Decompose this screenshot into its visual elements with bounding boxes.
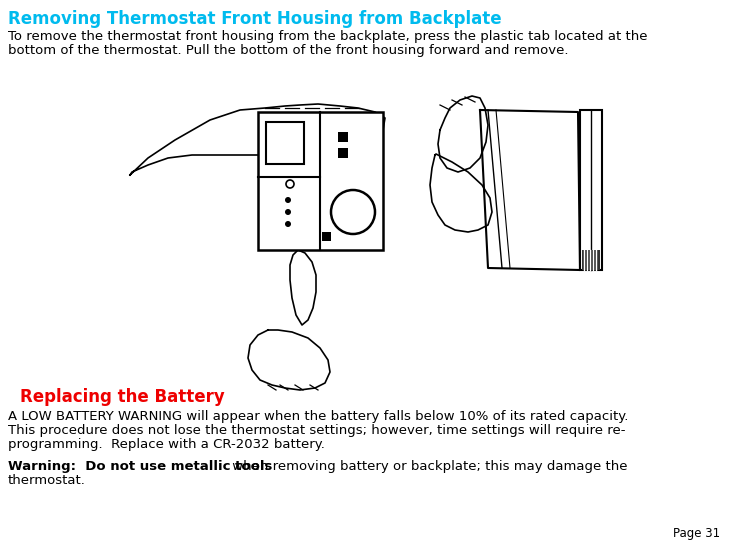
Text: thermostat.: thermostat. bbox=[8, 474, 86, 487]
Circle shape bbox=[285, 197, 291, 203]
Bar bbox=[338, 148, 348, 158]
Text: Removing Thermostat Front Housing from Backplate: Removing Thermostat Front Housing from B… bbox=[8, 10, 502, 28]
Bar bbox=[338, 132, 348, 142]
Polygon shape bbox=[248, 330, 330, 390]
Circle shape bbox=[286, 180, 294, 188]
Circle shape bbox=[285, 221, 291, 227]
Polygon shape bbox=[480, 110, 580, 270]
Polygon shape bbox=[290, 250, 316, 325]
Bar bbox=[258, 112, 383, 250]
Text: Replacing the Battery: Replacing the Battery bbox=[20, 388, 225, 406]
Text: A LOW BATTERY WARNING will appear when the battery falls below 10% of its rated : A LOW BATTERY WARNING will appear when t… bbox=[8, 410, 629, 423]
Circle shape bbox=[285, 209, 291, 215]
Polygon shape bbox=[130, 104, 385, 175]
Bar bbox=[582, 250, 600, 270]
Text: bottom of the thermostat. Pull the bottom of the front housing forward and remov: bottom of the thermostat. Pull the botto… bbox=[8, 44, 569, 57]
Polygon shape bbox=[430, 154, 492, 232]
Bar bbox=[322, 232, 331, 241]
Polygon shape bbox=[438, 96, 488, 172]
Bar bbox=[266, 122, 304, 164]
Circle shape bbox=[331, 190, 375, 234]
Text: programming.  Replace with a CR-2032 battery.: programming. Replace with a CR-2032 batt… bbox=[8, 438, 325, 451]
Bar bbox=[580, 110, 602, 270]
Text: when removing battery or backplate; this may damage the: when removing battery or backplate; this… bbox=[228, 460, 628, 473]
Text: This procedure does not lose the thermostat settings; however, time settings wil: This procedure does not lose the thermos… bbox=[8, 424, 626, 437]
Text: To remove the thermostat front housing from the backplate, press the plastic tab: To remove the thermostat front housing f… bbox=[8, 30, 648, 43]
Text: Page 31: Page 31 bbox=[673, 527, 720, 540]
Text: Warning:  Do not use metallic tools: Warning: Do not use metallic tools bbox=[8, 460, 272, 473]
